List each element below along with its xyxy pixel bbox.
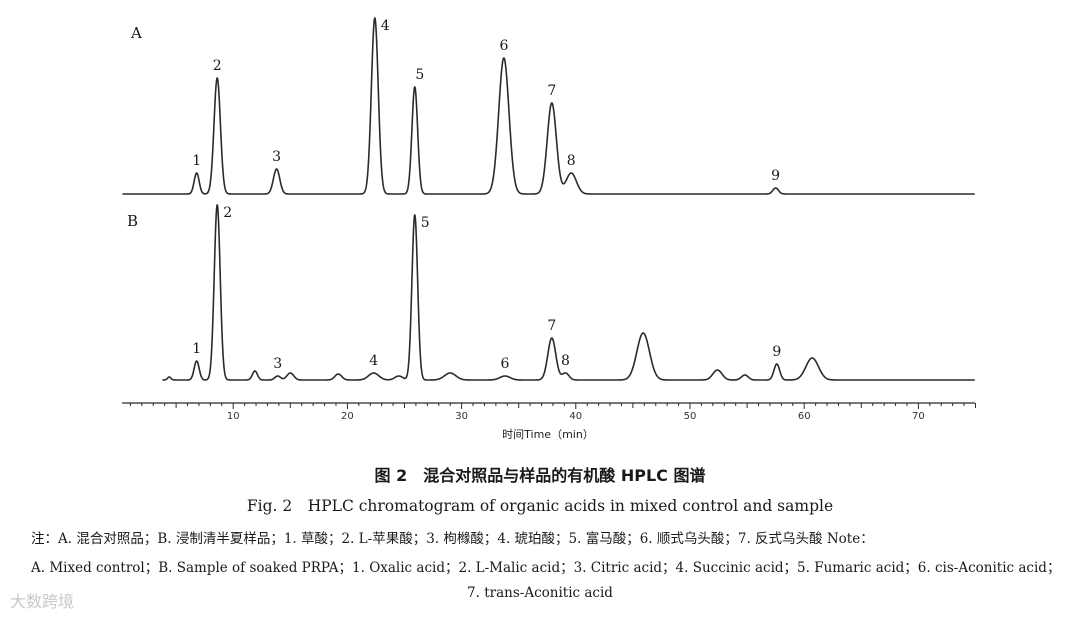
x-axis-label: 时间Time（min） (502, 428, 594, 441)
figure-note-line-3: 7. trans-Aconitic acid (467, 585, 613, 601)
peak-label-A-8: 8 (567, 153, 576, 169)
panel-B: B 1 2 3 4 5 6 7 8 9 (127, 204, 976, 381)
peak-label-A-1: 1 (192, 153, 201, 169)
peak-label-B-6: 6 (501, 356, 510, 372)
peak-label-A-7: 7 (547, 83, 556, 99)
watermark-logo: 大数跨境 (10, 592, 75, 611)
peak-label-A-4: 4 (381, 18, 390, 34)
chromatogram-figure: A 1 2 3 4 5 6 7 8 9 B 1 2 3 4 5 6 7 8 9 10 20 30 40 50 60 70 时间Ti… (121, 17, 976, 441)
peak-label-B-4: 4 (369, 353, 378, 369)
figure-note-line-1: 注：A. 混合对照品；B. 浸制清半夏样品；1. 草酸；2. L-苹果酸；3. … (31, 531, 874, 547)
panel-A: A 1 2 3 4 5 6 7 8 9 (121, 17, 976, 195)
chromatogram-trace-B (161, 204, 976, 381)
x-tick-label-10: 10 (227, 411, 240, 422)
peak-label-A-2: 2 (213, 58, 222, 74)
peak-label-B-7: 7 (547, 318, 556, 334)
chromatogram-panels: A 1 2 3 4 5 6 7 8 9 B 1 2 3 4 5 6 7 8 9 (121, 17, 976, 381)
x-axis: 10 20 30 40 50 60 70 (122, 402, 976, 422)
panel-label-B: B (127, 212, 138, 230)
peak-label-B-2: 2 (223, 205, 232, 221)
peak-label-A-9: 9 (771, 168, 780, 184)
figure-caption-chinese: 图 2 混合对照品与样品的有机酸 HPLC 图谱 (374, 466, 706, 485)
peak-label-B-9: 9 (772, 344, 781, 360)
peak-label-A-6: 6 (499, 38, 508, 54)
peak-label-B-1: 1 (192, 341, 201, 357)
x-tick-label-40: 40 (569, 411, 582, 422)
x-tick-label-60: 60 (798, 411, 811, 422)
peak-label-B-3: 3 (273, 356, 282, 372)
x-tick-label-70: 70 (912, 411, 925, 422)
peak-label-B-5: 5 (421, 215, 430, 231)
panel-label-A: A (130, 24, 142, 42)
peak-label-B-8: 8 (561, 353, 570, 369)
figure-note-line-2: A. Mixed control；B. Sample of soaked PRP… (31, 560, 1061, 576)
figure-caption-english: Fig. 2 HPLC chromatogram of organic acid… (246, 497, 834, 515)
peak-label-A-5: 5 (415, 67, 424, 83)
x-tick-label-20: 20 (341, 411, 354, 422)
chromatogram-trace-A (121, 17, 976, 195)
peak-label-A-3: 3 (272, 149, 281, 165)
x-tick-label-30: 30 (455, 411, 468, 422)
x-tick-label-50: 50 (684, 411, 697, 422)
